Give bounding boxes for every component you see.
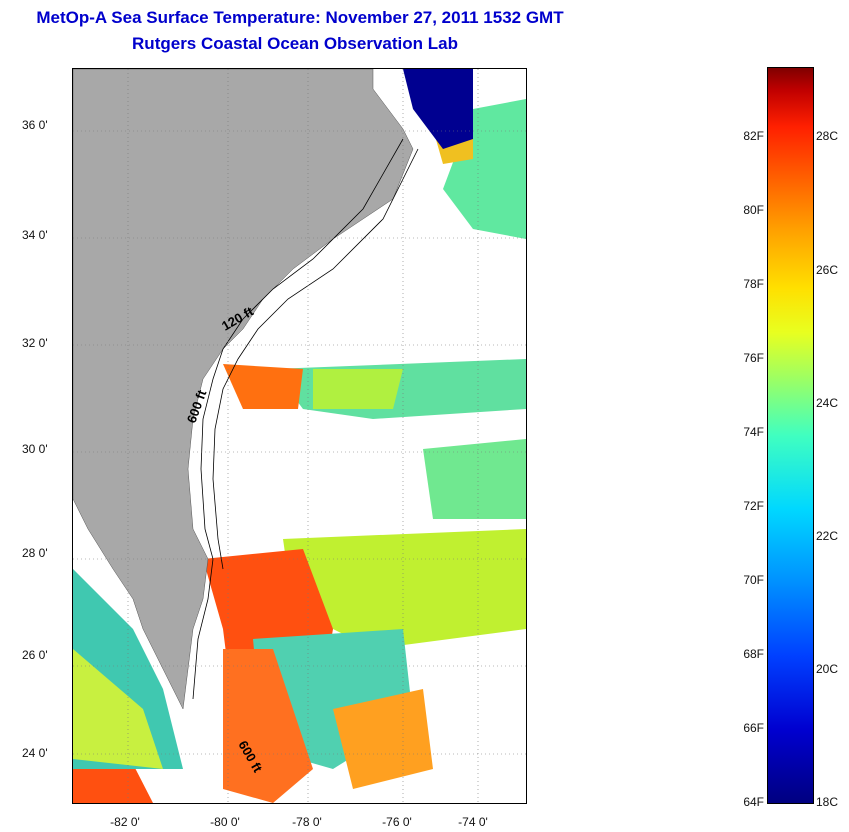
colorbar-f-label: 78F — [743, 277, 764, 291]
colorbar-f-label: 70F — [743, 573, 764, 587]
sst-map[interactable]: 120 ft 600 ft 600 ft — [72, 68, 527, 804]
lat-label: 32 0' — [22, 336, 48, 350]
lon-label: -74 0' — [458, 815, 488, 829]
sst-patch-east — [423, 439, 526, 519]
colorbar-f-label: 76F — [743, 351, 764, 365]
lat-label: 36 0' — [22, 118, 48, 132]
sst-patch-mid-yellow — [313, 369, 403, 409]
map-canvas: 120 ft 600 ft 600 ft — [73, 69, 526, 803]
colorbar-f-label: 66F — [743, 721, 764, 735]
sst-patches — [73, 69, 526, 803]
lon-label: -76 0' — [382, 815, 412, 829]
lat-label: 24 0' — [22, 746, 48, 760]
colorbar-f-label: 72F — [743, 499, 764, 513]
sst-patch-mid — [273, 359, 526, 419]
lon-label: -78 0' — [292, 815, 322, 829]
lat-label: 26 0' — [22, 648, 48, 662]
lat-label: 34 0' — [22, 228, 48, 242]
sst-colorbar — [767, 67, 814, 804]
colorbar-c-label: 22C — [816, 529, 839, 543]
colorbar-c-label: 28C — [816, 129, 839, 143]
lon-label: -82 0' — [110, 815, 140, 829]
colorbar-c-label: 18C — [816, 795, 839, 809]
colorbar-f-label: 68F — [743, 647, 764, 661]
sst-patch-mid-orange — [223, 364, 303, 409]
lat-label: 30 0' — [22, 442, 48, 456]
colorbar-f-label: 64F — [743, 795, 764, 809]
colorbar-c-label: 24C — [816, 396, 839, 410]
contour-120ft — [192, 138, 404, 700]
contour-600ft — [212, 148, 419, 570]
sst-patch-southwest — [73, 764, 153, 803]
sst-patch-northeast-cold — [403, 69, 473, 149]
sst-patch-south — [223, 649, 313, 803]
colorbar-f-label: 82F — [743, 129, 764, 143]
sst-patch-gulf-yellow — [73, 649, 163, 769]
colorbar-f-label: 80F — [743, 203, 764, 217]
colorbar-c-label: 20C — [816, 662, 839, 676]
lon-label: -80 0' — [210, 815, 240, 829]
sst-patch-southeast — [333, 689, 433, 789]
lat-label: 28 0' — [22, 546, 48, 560]
page-subtitle: Rutgers Coastal Ocean Observation Lab — [132, 34, 458, 53]
page-title: MetOp-A Sea Surface Temperature: Novembe… — [36, 8, 564, 27]
colorbar-c-label: 26C — [816, 263, 839, 277]
colorbar-f-label: 74F — [743, 425, 764, 439]
